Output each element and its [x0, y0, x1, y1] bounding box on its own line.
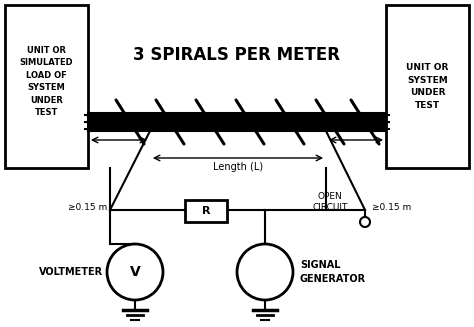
Text: UNIT OR
SYSTEM
UNDER
TEST: UNIT OR SYSTEM UNDER TEST	[406, 63, 449, 110]
Bar	[88, 113, 386, 131]
Text: 3 SPIRALS PER METER: 3 SPIRALS PER METER	[134, 46, 340, 64]
Text: V: V	[129, 265, 140, 279]
Circle shape	[107, 244, 163, 300]
Bar	[185, 200, 227, 222]
Text: ≥0.15 m: ≥0.15 m	[372, 203, 411, 213]
Text: UNIT OR
SIMULATED
LOAD OF
SYSTEM
UNDER
TEST: UNIT OR SIMULATED LOAD OF SYSTEM UNDER T…	[20, 46, 73, 117]
Text: ≥0.15 m: ≥0.15 m	[68, 203, 107, 213]
Text: VOLTMETER: VOLTMETER	[39, 267, 103, 277]
Text: Length (L): Length (L)	[213, 162, 263, 172]
Text: SIGNAL
GENERATOR: SIGNAL GENERATOR	[300, 260, 366, 284]
Bar	[5, 5, 88, 168]
Text: OPEN
CIRCUIT: OPEN CIRCUIT	[312, 192, 348, 213]
Circle shape	[237, 244, 293, 300]
Bar	[386, 5, 469, 168]
Circle shape	[360, 217, 370, 227]
Text: R: R	[202, 206, 210, 216]
